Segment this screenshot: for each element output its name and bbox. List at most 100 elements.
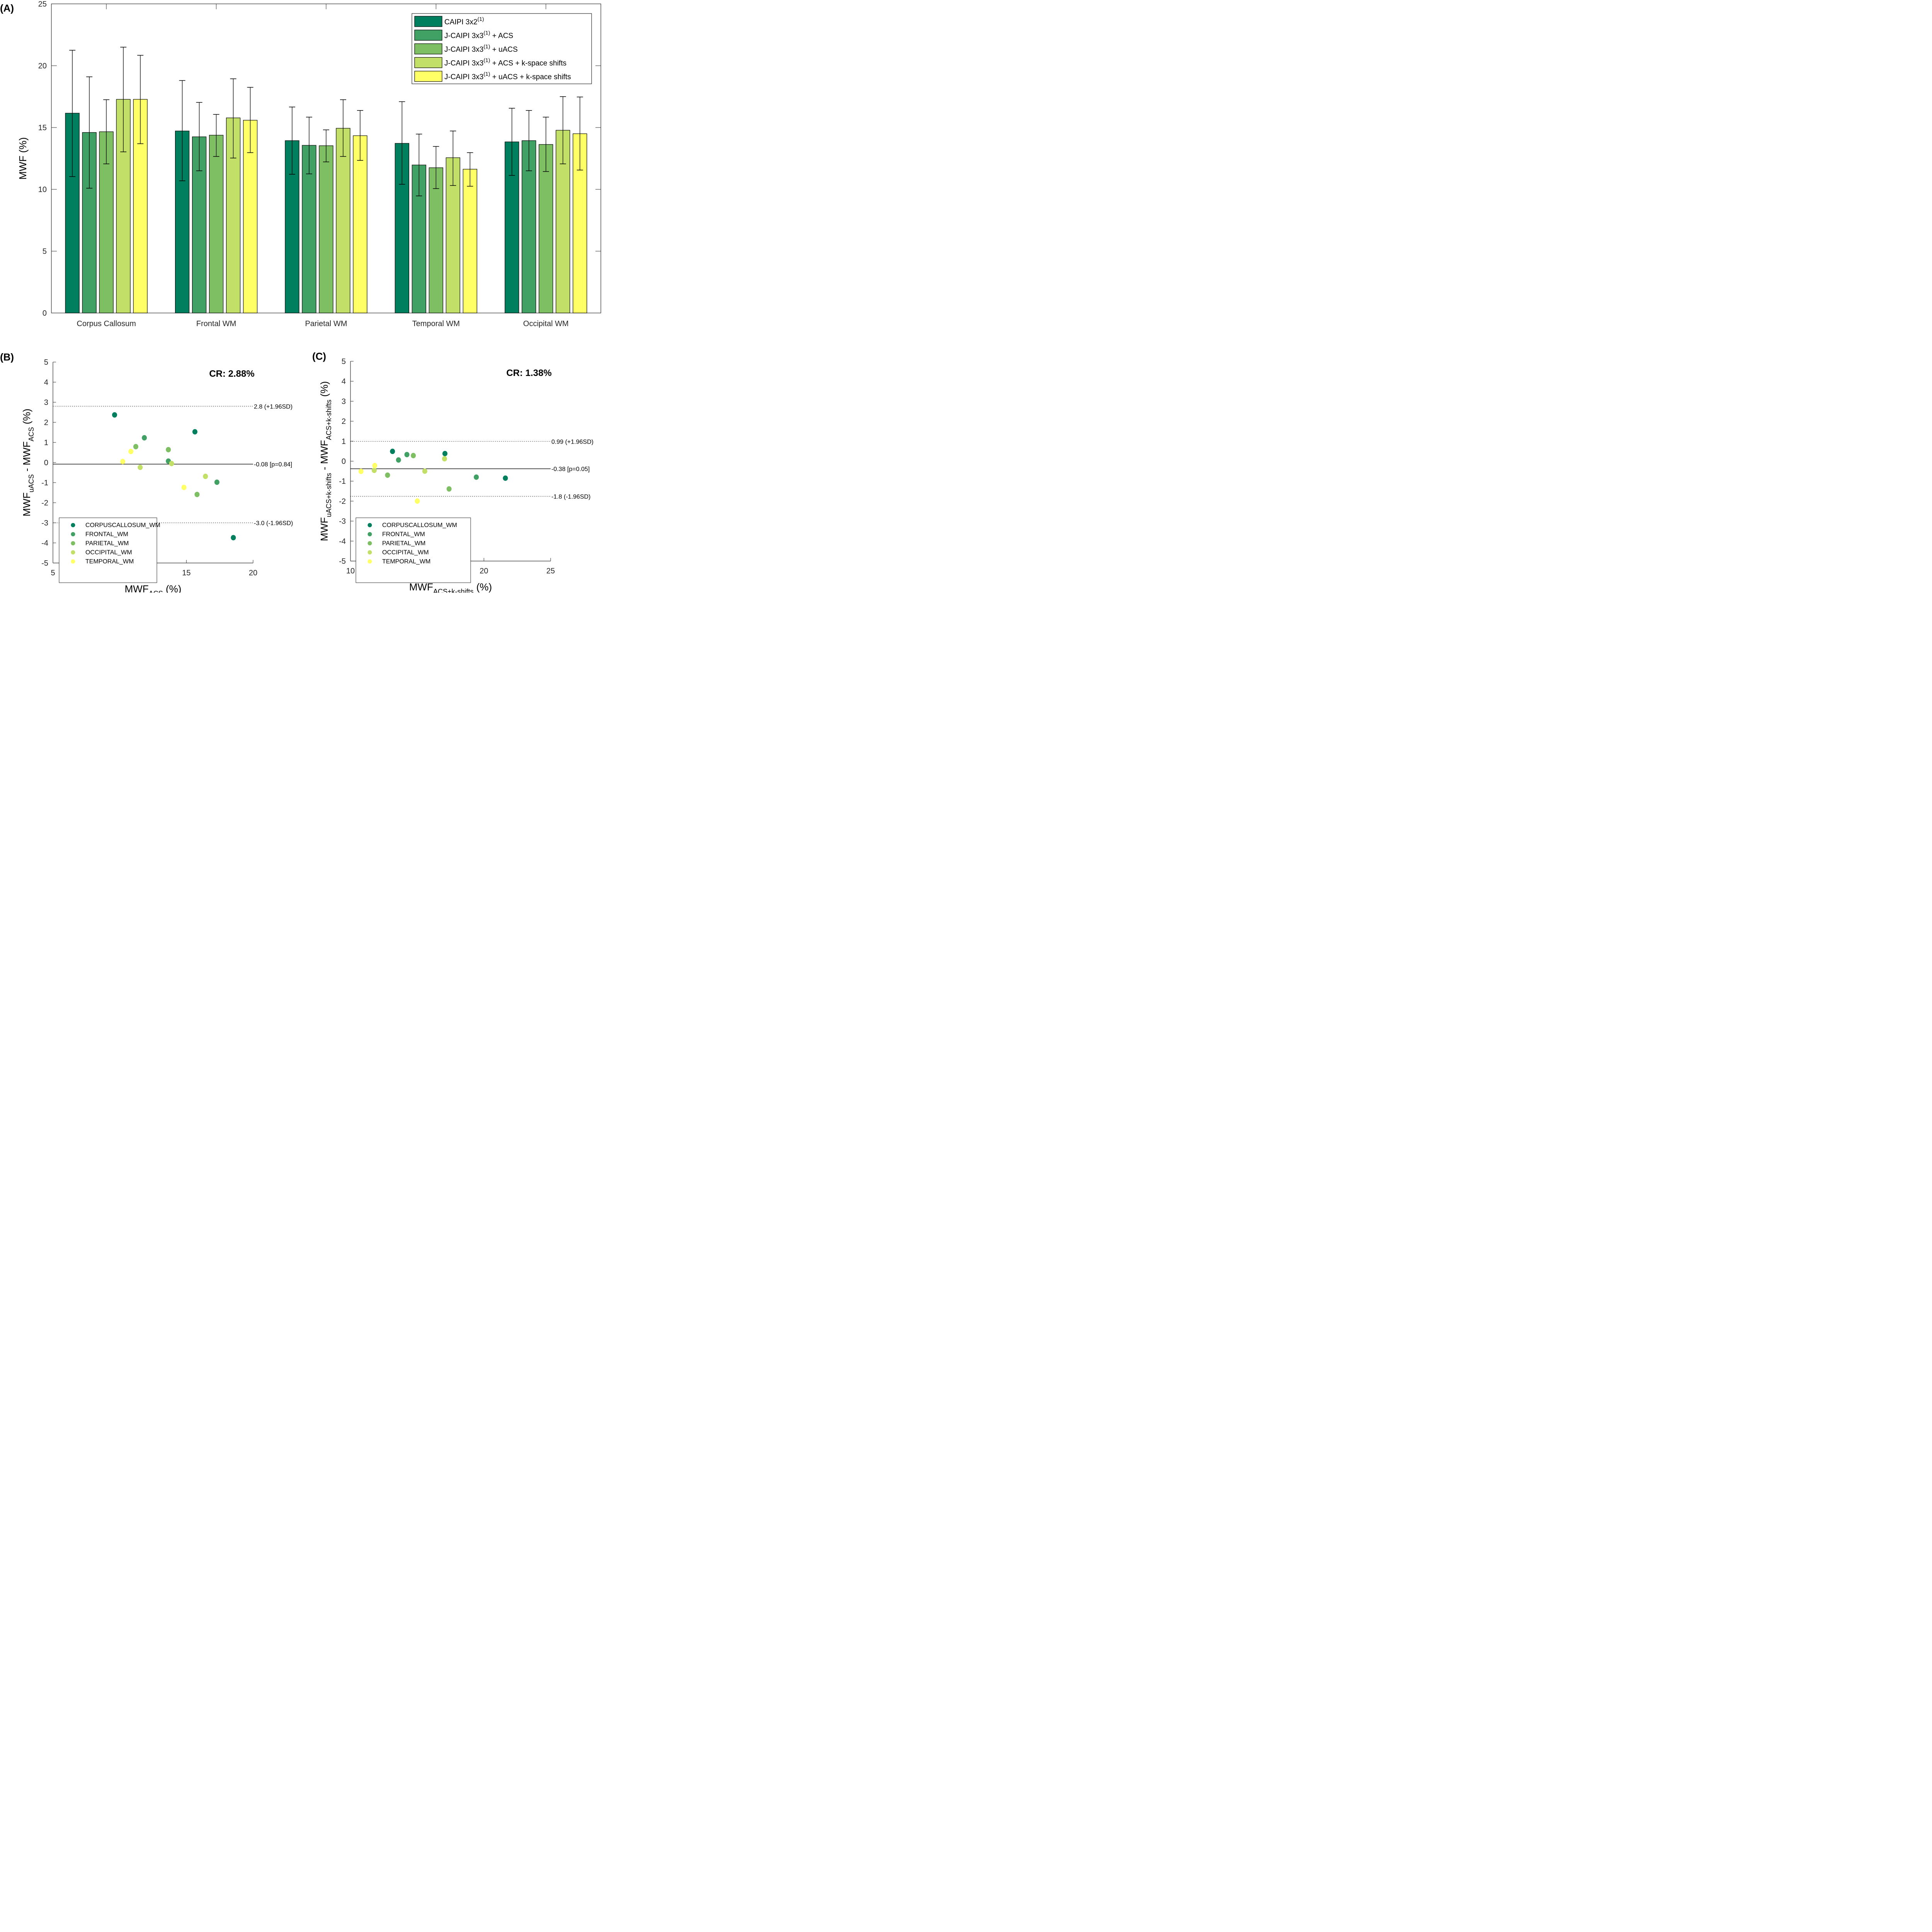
data-point	[169, 461, 174, 466]
y-tick-label: 5	[44, 358, 48, 367]
data-point	[385, 472, 390, 478]
legend-marker	[71, 550, 75, 554]
y-tick-label: 1	[342, 437, 346, 446]
y-tick-label: -1	[339, 477, 346, 486]
y-tick-label: 10	[38, 185, 47, 194]
panel-label: (C)	[312, 350, 326, 362]
legend-swatch	[414, 71, 442, 82]
legend-label: J-CAIPI 3x3(1) + uACS	[444, 43, 518, 54]
legend-label: J-CAIPI 3x3(1) + ACS + k-space shifts	[444, 57, 566, 68]
upper-loa-line-label: 0.99 (+1.96SD)	[551, 439, 594, 445]
y-tick-label: 0	[342, 457, 346, 466]
data-point	[358, 468, 364, 474]
data-point	[371, 468, 377, 473]
data-point	[166, 447, 171, 452]
data-point	[138, 464, 143, 470]
legend-marker	[71, 532, 75, 536]
data-point	[214, 479, 219, 485]
x-tick-label: Parietal WM	[305, 320, 347, 328]
mean-line-label: -0.08 [p=0.84]	[254, 461, 292, 468]
bar	[539, 144, 553, 313]
legend-swatch	[414, 57, 442, 68]
y-tick-label: -3	[339, 517, 346, 526]
y-tick-label: -4	[339, 537, 346, 546]
cr-annotation: CR: 1.38%	[506, 368, 551, 378]
x-tick-label: 20	[480, 567, 488, 575]
data-point	[415, 498, 420, 504]
legend-label: OCCIPITAL_WM	[85, 549, 132, 556]
legend: CAIPI 3x2(1) J-CAIPI 3x3(1) + ACS J-CAIPI …	[412, 13, 592, 84]
panel-label: (B)	[0, 351, 14, 363]
y-tick-label: -4	[41, 539, 48, 548]
x-tick-label: Frontal WM	[196, 320, 236, 328]
data-point	[112, 412, 117, 418]
data-point	[192, 429, 197, 435]
y-axis-label: MWFuACS - MWFACS (%)	[21, 409, 35, 517]
legend-label: CAIPI 3x2(1)	[444, 16, 484, 26]
legend-box	[355, 517, 471, 583]
x-tick-label: Occipital WM	[523, 320, 569, 328]
x-axis-label: MWFACS+k-shifts (%)	[409, 581, 492, 593]
bar	[116, 99, 131, 313]
panel-c: (C)-5-4-3-2-1012345101520250.99 (+1.96SD…	[312, 350, 594, 593]
data-point	[442, 451, 447, 456]
lower-loa-line-label: -1.8 (-1.96SD)	[551, 493, 590, 500]
legend-label: TEMPORAL_WM	[382, 558, 430, 565]
y-tick-label: 0	[43, 309, 47, 318]
bar	[319, 145, 333, 313]
legend-marker	[367, 550, 372, 554]
legend-label: FRONTAL_WM	[382, 531, 425, 538]
y-tick-label: -1	[41, 479, 48, 487]
lower-loa-line-label: -3.0 (-1.96SD)	[254, 520, 293, 527]
legend-marker	[71, 523, 75, 527]
data-point	[231, 535, 236, 541]
data-point	[404, 452, 410, 457]
x-axis-label: MWFACS (%)	[125, 583, 182, 593]
data-point	[411, 453, 416, 459]
legend-label: PARIETAL_WM	[382, 540, 425, 547]
legend-box	[59, 517, 157, 583]
y-tick-label: 2	[44, 418, 48, 427]
x-tick-label: 25	[546, 567, 555, 575]
legend-swatch	[414, 43, 442, 54]
y-axis-label: MWFuACS+k-shifts - MWFACS+k-shifts (%)	[318, 381, 333, 541]
bar	[336, 128, 350, 313]
y-tick-label: -2	[41, 499, 48, 507]
legend-swatch	[414, 16, 442, 27]
data-point	[503, 475, 508, 481]
data-point	[120, 459, 126, 464]
legend-marker	[71, 541, 75, 546]
data-point	[446, 486, 452, 492]
y-tick-label: 1	[44, 439, 48, 447]
data-point	[474, 474, 479, 480]
bar	[353, 135, 367, 313]
x-tick-label: Corpus Callosum	[77, 320, 136, 328]
y-tick-label: 20	[38, 62, 47, 70]
bar	[463, 169, 478, 313]
y-tick-label: 25	[38, 0, 47, 9]
x-tick-label: 20	[249, 569, 257, 577]
y-tick-label: -2	[339, 497, 346, 506]
legend-marker	[367, 532, 372, 536]
data-point	[422, 468, 427, 474]
data-point	[194, 492, 200, 497]
legend-label: OCCIPITAL_WM	[382, 549, 429, 556]
upper-loa-line-label: 2.8 (+1.96SD)	[254, 403, 293, 410]
y-tick-label: -3	[41, 519, 48, 527]
bar	[429, 167, 444, 313]
legend-marker	[367, 559, 372, 564]
y-tick-label: 5	[342, 357, 346, 366]
data-point	[442, 456, 447, 462]
data-point	[181, 485, 187, 490]
data-point	[390, 449, 395, 454]
data-point	[203, 473, 208, 479]
y-tick-label: 4	[342, 378, 346, 386]
data-point	[396, 457, 401, 463]
y-tick-label: 0	[44, 459, 48, 467]
y-tick-label: 2	[342, 417, 346, 426]
panel-a: (A) 0 5 10 15 20 25 MWF (%) Corpus Callosum Front…	[0, 0, 601, 328]
y-tick-label: 3	[342, 397, 346, 406]
x-tick-label: 10	[346, 567, 355, 575]
legend-label: PARIETAL_WM	[85, 540, 129, 547]
